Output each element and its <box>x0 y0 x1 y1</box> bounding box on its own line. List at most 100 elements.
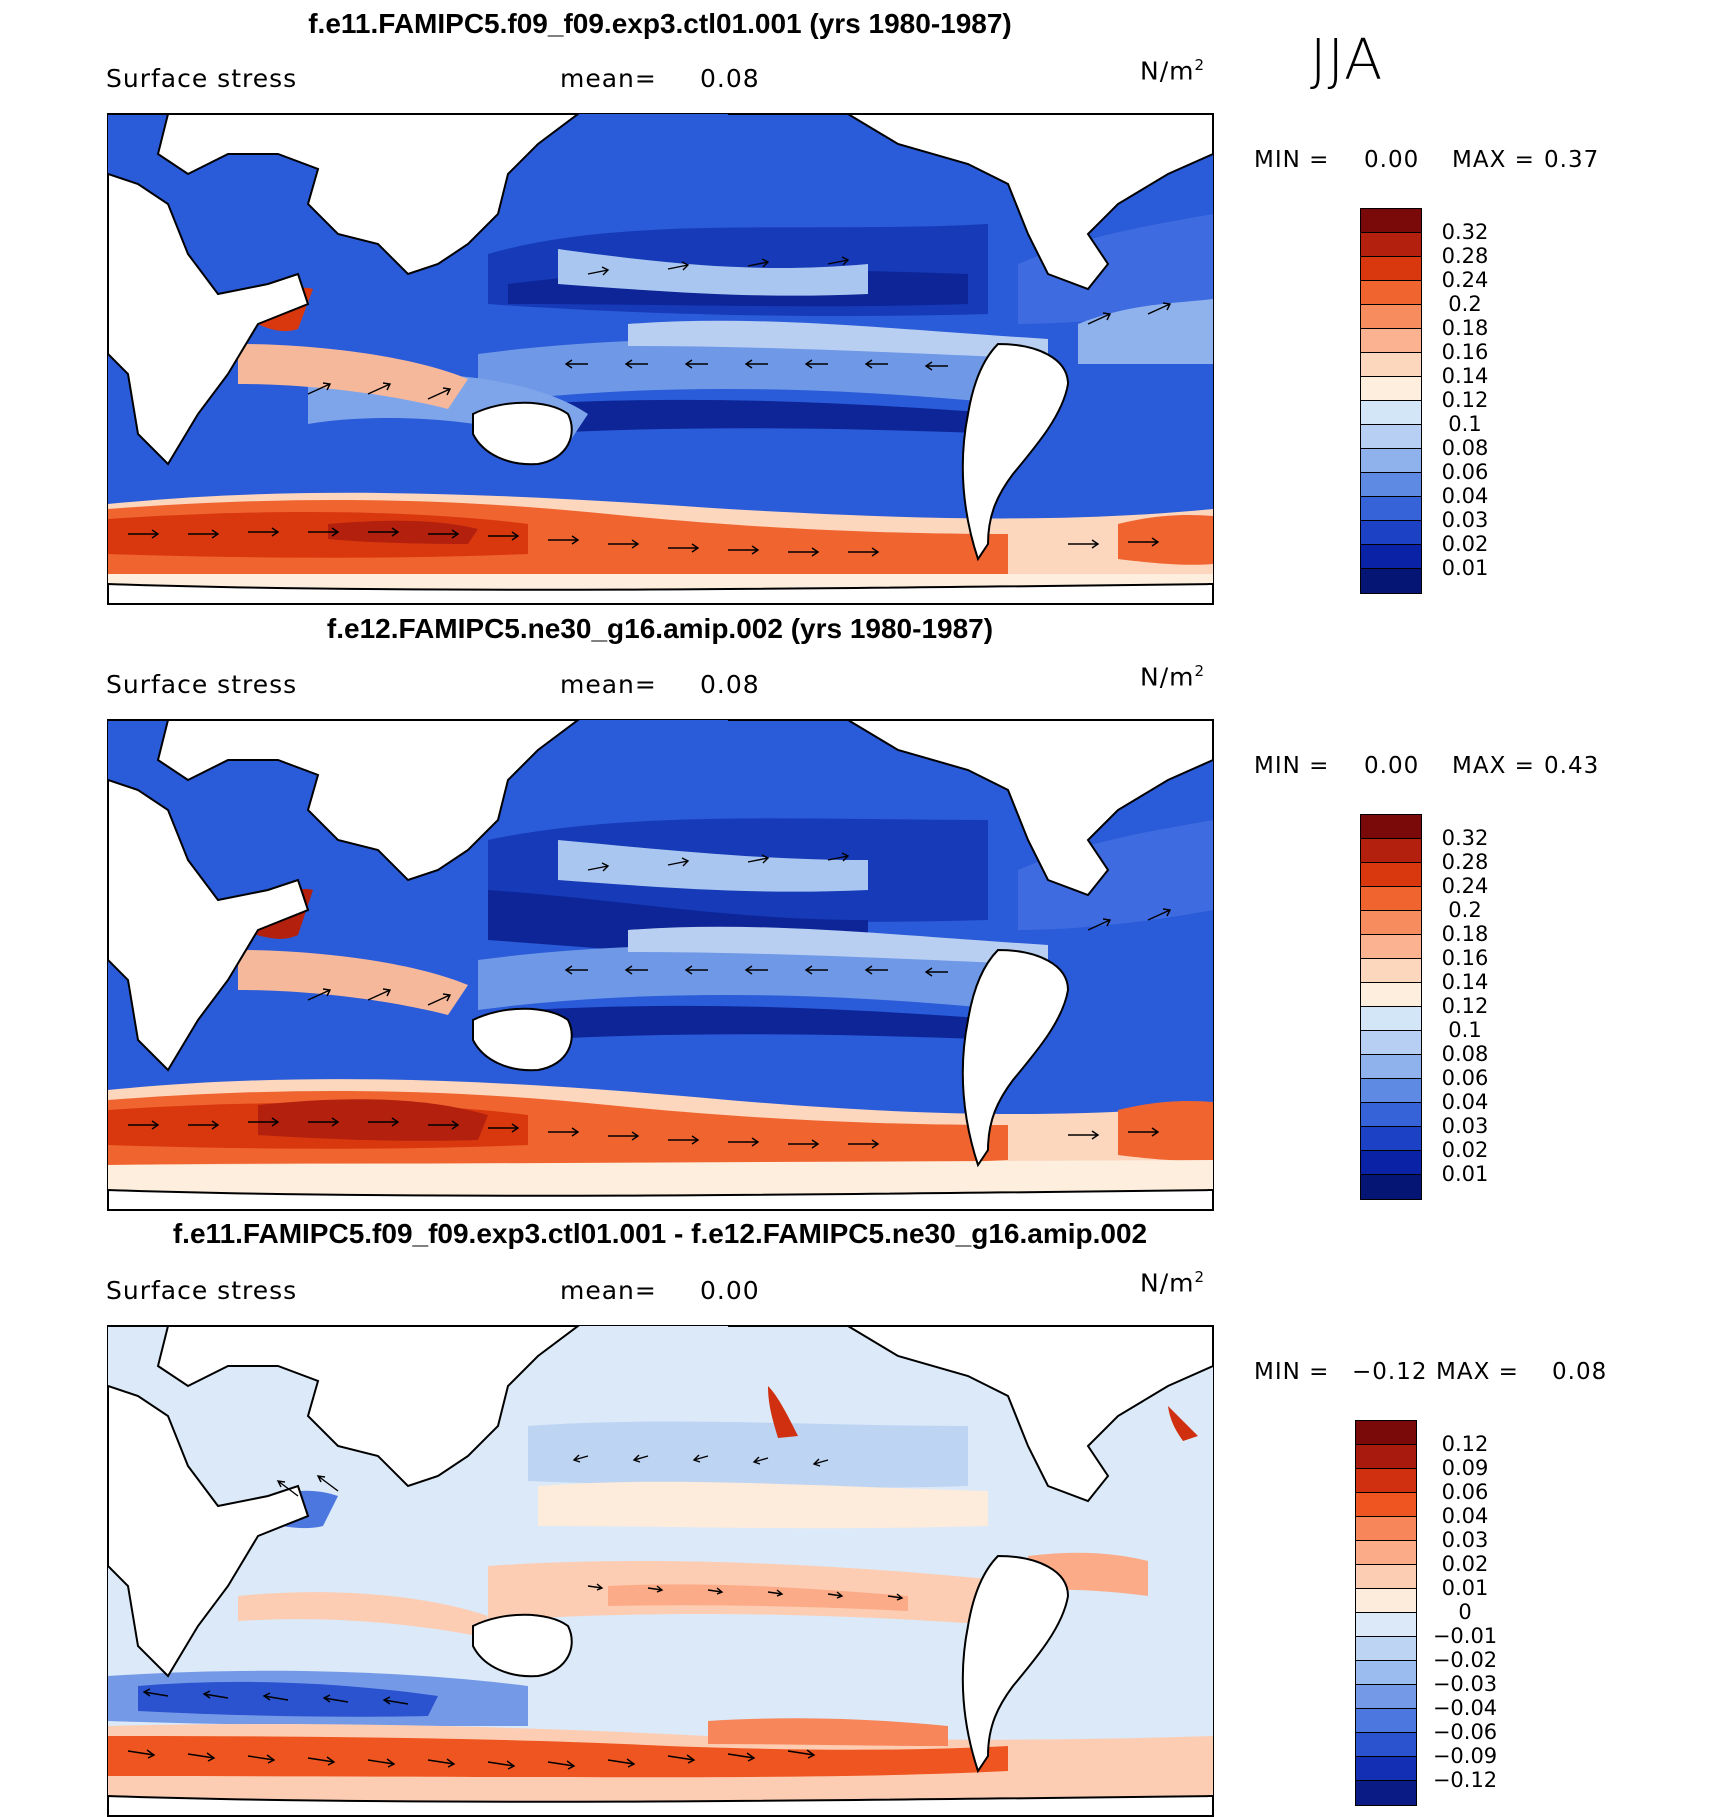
panel-2-colorbar-swatch <box>1361 1007 1421 1031</box>
colorbar-tick: 0.18 <box>1441 316 1489 340</box>
panel-1-map <box>107 113 1214 605</box>
panel-3-colorbar-swatch <box>1356 1469 1416 1493</box>
panel-3-title: f.e11.FAMIPC5.f09_f09.exp3.ctl01.001 - f… <box>172 1218 1148 1249</box>
panel-2-colorbar-swatch <box>1361 983 1421 1007</box>
panel-3-mean-label: mean= <box>560 1276 657 1305</box>
panel-2-colorbar-swatch <box>1361 911 1421 935</box>
colorbar-tick: 0.04 <box>1441 1504 1489 1528</box>
panel-2-colorbar-swatch <box>1361 1103 1421 1127</box>
panel-1-colorbar <box>1360 208 1422 594</box>
panel-3-mean-value: 0.00 <box>700 1276 760 1305</box>
panel-3-colorbar-swatch <box>1356 1781 1416 1805</box>
colorbar-tick: 0.2 <box>1448 292 1482 316</box>
colorbar-tick: 0.06 <box>1441 460 1489 484</box>
colorbar-tick: 0.24 <box>1441 874 1489 898</box>
panel-2-colorbar-swatch <box>1361 815 1421 839</box>
panel-2-colorbar-swatch <box>1361 1079 1421 1103</box>
panel-2-title: f.e12.FAMIPC5.ne30_g16.amip.002 (yrs 198… <box>326 613 994 644</box>
panel-1-colorbar-swatch <box>1361 449 1421 473</box>
colorbar-tick: 0.08 <box>1441 436 1489 460</box>
panel-3-colorbar-swatch <box>1356 1709 1416 1733</box>
panel-2-colorbar <box>1360 814 1422 1200</box>
panel-1-colorbar-swatch <box>1361 377 1421 401</box>
panel-3-colorbar-swatch <box>1356 1685 1416 1709</box>
colorbar-tick: 0.01 <box>1441 556 1489 580</box>
panel-2-min-value: 0.00 <box>1364 753 1420 779</box>
colorbar-tick: 0.12 <box>1441 994 1489 1018</box>
panel-3-colorbar-swatch <box>1356 1733 1416 1757</box>
panel-2-max-label: MAX = <box>1452 753 1535 779</box>
colorbar-tick: 0.12 <box>1441 1432 1489 1456</box>
panel-3-colorbar-swatch <box>1356 1757 1416 1781</box>
panel-3-colorbar <box>1355 1420 1417 1806</box>
colorbar-tick: 0.02 <box>1441 532 1489 556</box>
panel-1-max-label: MAX = <box>1452 147 1535 173</box>
panel-2-colorbar-swatch <box>1361 1127 1421 1151</box>
panel-1-max-value: 0.37 <box>1544 147 1600 173</box>
panel-3-max-label: MAX = <box>1436 1359 1519 1385</box>
colorbar-tick: 0.32 <box>1441 220 1489 244</box>
panel-1-colorbar-swatch <box>1361 521 1421 545</box>
panel-2-min-label: MIN = <box>1254 753 1330 779</box>
colorbar-tick: 0.12 <box>1441 388 1489 412</box>
panel-2-colorbar-swatch <box>1361 863 1421 887</box>
colorbar-tick: −0.09 <box>1432 1744 1498 1768</box>
colorbar-tick: 0.28 <box>1441 850 1489 874</box>
colorbar-tick: 0.06 <box>1441 1066 1489 1090</box>
colorbar-tick: 0.02 <box>1441 1552 1489 1576</box>
colorbar-tick: 0.2 <box>1448 898 1482 922</box>
colorbar-tick: −0.04 <box>1432 1696 1498 1720</box>
colorbar-tick: 0.16 <box>1441 946 1489 970</box>
panel-3-colorbar-swatch <box>1356 1517 1416 1541</box>
colorbar-tick: 0.08 <box>1441 1042 1489 1066</box>
panel-2-colorbar-swatch <box>1361 935 1421 959</box>
panel-3-colorbar-swatch <box>1356 1565 1416 1589</box>
panel-3-colorbar-swatch <box>1356 1541 1416 1565</box>
colorbar-tick: 0.14 <box>1441 970 1489 994</box>
panel-3-min-label: MIN = <box>1254 1359 1330 1385</box>
panel-3-colorbar-swatch <box>1356 1445 1416 1469</box>
panel-2-colorbar-swatch <box>1361 1031 1421 1055</box>
panel-1-colorbar-swatch <box>1361 305 1421 329</box>
colorbar-tick: 0.14 <box>1441 364 1489 388</box>
colorbar-tick: −0.06 <box>1432 1720 1498 1744</box>
colorbar-tick: −0.12 <box>1432 1768 1498 1792</box>
colorbar-tick: 0.24 <box>1441 268 1489 292</box>
panel-2-map <box>107 719 1214 1211</box>
panel-1-min-label: MIN = <box>1254 147 1330 173</box>
panel-3-colorbar-swatch <box>1356 1421 1416 1445</box>
colorbar-tick: 0.04 <box>1441 1090 1489 1114</box>
panel-2-wind-vectors <box>128 852 1172 1149</box>
panel-1-colorbar-swatch <box>1361 353 1421 377</box>
panel-1-min-value: 0.00 <box>1364 147 1420 173</box>
panel-3-units: N/m2 <box>1140 1268 1206 1298</box>
panel-2-colorbar-swatch <box>1361 839 1421 863</box>
colorbar-tick: 0.03 <box>1441 1528 1489 1552</box>
colorbar-tick: 0.16 <box>1441 340 1489 364</box>
panel-1-mean-value: 0.08 <box>700 64 760 93</box>
panel-3-colorbar-swatch <box>1356 1613 1416 1637</box>
panel-2-mean-label: mean= <box>560 670 657 699</box>
colorbar-tick: 0.01 <box>1441 1576 1489 1600</box>
colorbar-tick: 0.03 <box>1441 508 1489 532</box>
colorbar-tick: 0.09 <box>1441 1456 1489 1480</box>
panel-1-wind-vectors <box>128 256 1172 557</box>
colorbar-tick: 0.04 <box>1441 484 1489 508</box>
panel-3-colorbar-swatch <box>1356 1589 1416 1613</box>
colorbar-tick: −0.02 <box>1432 1648 1498 1672</box>
panel-2-colorbar-swatch <box>1361 959 1421 983</box>
panel-3-map-svg <box>108 1326 1213 1816</box>
panel-1-colorbar-swatch <box>1361 281 1421 305</box>
panel-3-colorbar-swatch <box>1356 1493 1416 1517</box>
panel-3-colorbar-swatch <box>1356 1661 1416 1685</box>
panel-1-colorbar-swatch <box>1361 209 1421 233</box>
panel-1-colorbar-swatch <box>1361 473 1421 497</box>
colorbar-tick: 0.02 <box>1441 1138 1489 1162</box>
panel-2-colorbar-swatch <box>1361 1151 1421 1175</box>
panel-1-map-svg <box>108 114 1213 604</box>
colorbar-tick: 0.28 <box>1441 244 1489 268</box>
panel-1-variable-label: Surface stress <box>106 64 298 93</box>
panel-3-colorbar-swatch <box>1356 1637 1416 1661</box>
colorbar-tick: 0.03 <box>1441 1114 1489 1138</box>
colorbar-tick: 0.01 <box>1441 1162 1489 1186</box>
